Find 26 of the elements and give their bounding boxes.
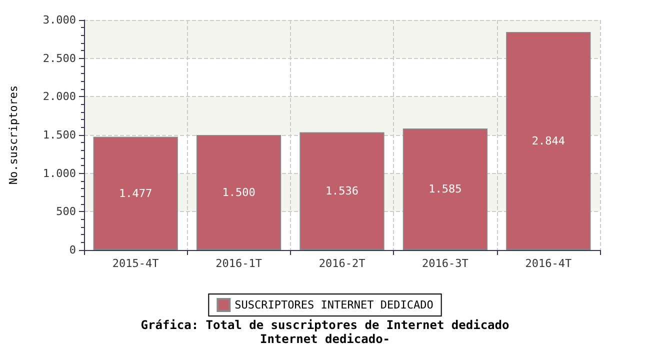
y-tick-label: 500 — [56, 205, 76, 218]
y-tick-label: 2.500 — [42, 52, 76, 65]
x-tick-label: 2016-4T — [525, 257, 572, 270]
data-label: 1.585 — [428, 182, 462, 196]
text: Gráfica: Total de suscriptores de Internet dedicado — [140, 318, 510, 332]
y-tick-label: 1.500 — [42, 128, 76, 142]
y-axis-title: No.suscriptores — [7, 85, 20, 185]
bar — [300, 132, 384, 250]
y-tick-label: 0 — [69, 244, 76, 256]
y-tick-label: 1.000 — [42, 166, 76, 180]
legend-label: SUSCRIPTORES INTERNET DEDICADO — [234, 298, 434, 312]
data-label: 1.536 — [325, 184, 359, 198]
bar — [196, 135, 282, 250]
text: Internet dedicado- — [260, 332, 390, 346]
y-tick-label: 3.000 — [42, 14, 76, 26]
data-label: 2.844 — [532, 134, 566, 148]
y-tick-label: 2.000 — [42, 90, 76, 104]
data-label: 1.477 — [119, 186, 152, 200]
bar — [93, 136, 178, 250]
x-tick-label: 2016-3T — [422, 257, 469, 270]
x-tick-label: 2015-4T — [112, 257, 160, 270]
bar — [506, 32, 591, 250]
bar — [402, 128, 488, 250]
data-label: 1.500 — [222, 186, 256, 199]
x-tick-label: 2016-1T — [216, 257, 262, 270]
x-tick-label: 2016-2T — [318, 257, 366, 270]
